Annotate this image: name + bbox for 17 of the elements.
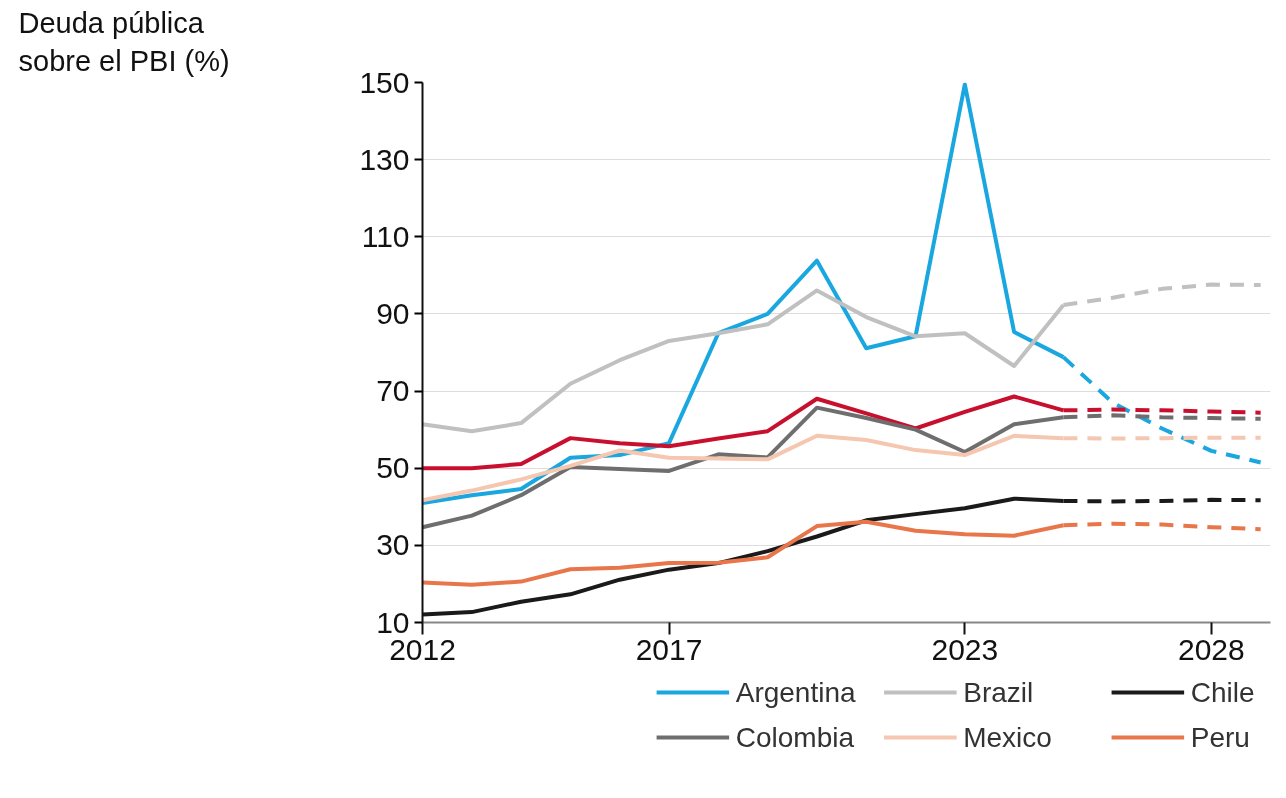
y-tick-label: 150 bbox=[359, 65, 410, 99]
y-tick-label: 90 bbox=[376, 296, 410, 330]
y-tick-label: 130 bbox=[359, 142, 410, 176]
legend-label: Chile bbox=[1190, 677, 1255, 708]
legend-label: Mexico bbox=[963, 722, 1052, 753]
y-tick-label: 30 bbox=[376, 528, 410, 562]
text: Deuda pública sobre el PBI (%) bbox=[18, 7, 230, 78]
legend-label: Argentina bbox=[735, 677, 857, 708]
x-tick-label: 2028 bbox=[1177, 632, 1245, 666]
legend-label: Colombia bbox=[735, 722, 855, 753]
legend-label: Brazil bbox=[963, 677, 1034, 708]
y-tick-label: 110 bbox=[361, 219, 410, 253]
x-tick-label: 2017 bbox=[635, 632, 703, 666]
x-tick-label: 2023 bbox=[931, 632, 999, 666]
y-tick-label: 50 bbox=[376, 451, 410, 485]
y-tick-label: 70 bbox=[376, 374, 410, 408]
legend-label: Peru bbox=[1190, 722, 1250, 753]
